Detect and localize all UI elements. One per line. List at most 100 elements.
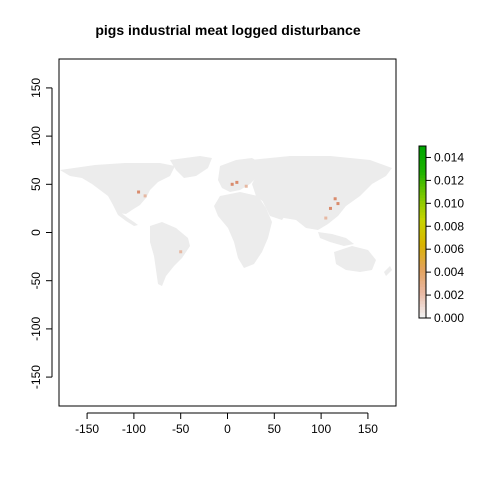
colorbar-step — [419, 160, 426, 163]
colorbar-tick-label: 0.010 — [434, 196, 464, 210]
y-tick-label: -150 — [29, 365, 43, 389]
colorbar-step — [419, 163, 426, 166]
colorbar-step — [419, 180, 426, 183]
colorbar-step — [419, 178, 426, 181]
hotspot-cell — [324, 217, 327, 220]
colorbar-step — [419, 192, 426, 195]
colorbar-step — [419, 249, 426, 252]
colorbar-step — [419, 223, 426, 226]
hotspot-cell — [329, 207, 332, 210]
world-land — [60, 156, 392, 286]
colorbar-step — [419, 275, 426, 278]
colorbar-step — [419, 264, 426, 267]
colorbar-step — [419, 258, 426, 261]
colorbar-step — [419, 166, 426, 169]
colorbar-step — [419, 212, 426, 215]
colorbar-step — [419, 209, 426, 212]
colorbar-step — [419, 198, 426, 201]
colorbar-step — [419, 298, 426, 301]
colorbar-step — [419, 183, 426, 186]
land-north-america — [60, 163, 175, 214]
x-tick-label: 0 — [224, 422, 231, 436]
colorbar-step — [419, 286, 426, 289]
colorbar-step — [419, 241, 426, 244]
colorbar-step — [419, 246, 426, 249]
colorbar-step — [419, 218, 426, 221]
hotspot-cell — [245, 185, 248, 188]
colorbar-tick-label: 0.006 — [434, 242, 464, 256]
colorbar-step — [419, 195, 426, 198]
hotspot-cell — [179, 250, 182, 253]
colorbar-tick-label: 0.012 — [434, 173, 464, 187]
hotspot-cell — [235, 181, 238, 184]
land-south-america — [150, 222, 190, 286]
colorbar-step — [419, 252, 426, 255]
colorbar-tick-label: 0.000 — [434, 311, 464, 325]
colorbar-step — [419, 307, 426, 310]
colorbar-step — [419, 226, 426, 229]
hotspot-cell — [231, 183, 234, 186]
colorbar-tick-label: 0.014 — [434, 150, 464, 164]
colorbar-step — [419, 292, 426, 295]
plot-title: pigs industrial meat logged disturbance — [95, 22, 360, 38]
y-tick-label: 50 — [29, 177, 43, 191]
land-africa — [214, 192, 272, 268]
hotspot-cell — [137, 191, 140, 194]
hotspot-cell — [336, 202, 339, 205]
colorbar-step — [419, 149, 426, 152]
colorbar-step — [419, 309, 426, 312]
x-tick-label: 100 — [311, 422, 331, 436]
colorbar-step — [419, 206, 426, 209]
colorbar-step — [419, 175, 426, 178]
colorbar-tick-label: 0.002 — [434, 288, 464, 302]
colorbar-step — [419, 157, 426, 160]
colorbar-step — [419, 261, 426, 264]
y-tick-label: 0 — [29, 229, 43, 236]
colorbar-step — [419, 255, 426, 258]
plot-frame — [59, 59, 396, 406]
colorbar-step — [419, 152, 426, 155]
x-tick-label: -150 — [75, 422, 99, 436]
colorbar-step — [419, 146, 426, 149]
land-australia — [334, 246, 376, 272]
colorbar-step — [419, 278, 426, 281]
colorbar-step — [419, 189, 426, 192]
x-tick-label: -50 — [172, 422, 190, 436]
colorbar-step — [419, 203, 426, 206]
colorbar-tick-label: 0.008 — [434, 219, 464, 233]
colorbar-step — [419, 295, 426, 298]
hotspot-cell — [144, 194, 147, 197]
colorbar-step — [419, 186, 426, 189]
land-asia — [250, 156, 392, 230]
x-tick-label: 50 — [268, 422, 282, 436]
x-tick-label: 150 — [358, 422, 378, 436]
colorbar-step — [419, 304, 426, 307]
colorbar-step — [419, 229, 426, 232]
y-tick-label: 100 — [29, 126, 43, 146]
colorbar-step — [419, 221, 426, 224]
colorbar-step — [419, 312, 426, 315]
land-greenland — [170, 156, 212, 178]
hotspot-cell — [334, 197, 337, 200]
colorbar-step — [419, 169, 426, 172]
colorbar-step — [419, 200, 426, 203]
land-new-zealand — [384, 266, 392, 276]
colorbar-step — [419, 301, 426, 304]
colorbar-step — [419, 243, 426, 246]
colorbar-step — [419, 284, 426, 287]
colorbar-tick-label: 0.004 — [434, 265, 464, 279]
colorbar-step — [419, 215, 426, 218]
land-se-asia — [318, 232, 354, 246]
colorbar-step — [419, 172, 426, 175]
x-axis: -150 -100 -50 0 50 100 150 — [75, 413, 378, 436]
colorbar-step — [419, 266, 426, 269]
y-axis: -150 -100 -50 0 50 100 150 — [29, 78, 52, 390]
colorbar-step — [419, 269, 426, 272]
colorbar-step — [419, 272, 426, 275]
y-tick-label: -100 — [29, 317, 43, 341]
colorbar-step — [419, 155, 426, 158]
y-tick-label: 150 — [29, 78, 43, 98]
colorbar-legend: 0.000 0.002 0.004 0.006 0.008 0.010 0.012 0.014 — [419, 146, 464, 325]
colorbar-step — [419, 289, 426, 292]
